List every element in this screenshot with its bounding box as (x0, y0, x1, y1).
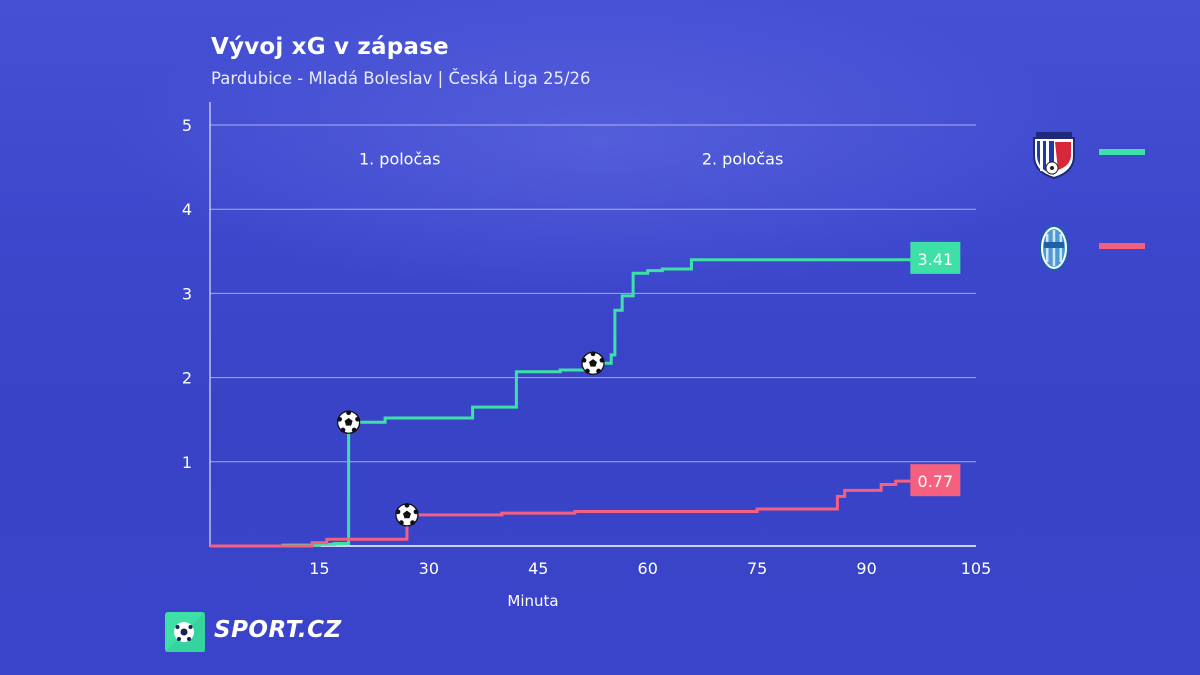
ball-edge-patch (410, 520, 415, 526)
series-line-pardubice (210, 258, 912, 548)
goal-marker-pardubice (336, 410, 361, 434)
goal-marker-mlada-boleslav (395, 502, 419, 527)
ball-edge-patch (340, 427, 346, 433)
ball-center-patch (402, 510, 411, 519)
second-half-label: 2. poločas (702, 150, 783, 169)
goal-marker-pardubice (581, 351, 605, 375)
ball-edge-patch (346, 410, 352, 416)
y-tick-label: 3 (182, 284, 192, 303)
final-label-pardubice: 3.41 (918, 250, 954, 269)
x-tick-label: 15 (309, 559, 329, 578)
legend-line-pardubice (1099, 149, 1145, 155)
ball-edge-patch (355, 416, 361, 422)
y-tick-label: 1 (182, 453, 192, 472)
pardubice-crest-icon (1033, 132, 1075, 180)
final-label-box-mlada-boleslav (910, 464, 961, 497)
x-tick-label: 90 (856, 559, 876, 578)
x-tick-label: 75 (747, 559, 767, 578)
ball-edge-patch (398, 520, 404, 526)
ball-edge-patch (404, 502, 410, 508)
ball-edge-patch (590, 351, 596, 357)
ball-edge-patch (585, 368, 590, 374)
ball-edge-patch (395, 509, 401, 515)
mlada-boleslav-crest-icon (1039, 225, 1069, 271)
y-tick-label: 4 (182, 200, 192, 219)
ball-center-patch (344, 418, 353, 426)
ball-edge-patch (581, 357, 587, 363)
x-tick-label: 30 (419, 559, 439, 578)
x-tick-label: 60 (638, 559, 658, 578)
ball-center-patch (589, 359, 597, 367)
legend-line-mlada-boleslav (1099, 243, 1145, 249)
ball-edge-patch (351, 427, 357, 433)
sport-cz-logo-icon (165, 612, 205, 652)
ball-edge-patch (337, 416, 343, 422)
y-tick-label: 2 (182, 369, 192, 388)
ball-edge-patch (596, 368, 601, 374)
brand-name: SPORT.CZ (214, 617, 342, 643)
final-label-mlada-boleslav: 0.77 (918, 472, 954, 491)
chart-subtitle: Pardubice - Mladá Boleslav | Česká Liga … (211, 69, 591, 88)
final-label-box-pardubice (910, 241, 961, 274)
x-tick-label: 45 (528, 559, 548, 578)
series-line-mlada-boleslav (210, 479, 911, 548)
x-tick-label: 105 (961, 559, 992, 578)
x-axis-label: Minuta (507, 592, 558, 610)
first-half-label: 1. poločas (359, 150, 440, 169)
y-tick-label: 5 (182, 116, 192, 135)
ball-edge-patch (599, 357, 605, 363)
ball-edge-patch (413, 509, 419, 515)
chart-title: Vývoj xG v zápase (211, 34, 449, 60)
